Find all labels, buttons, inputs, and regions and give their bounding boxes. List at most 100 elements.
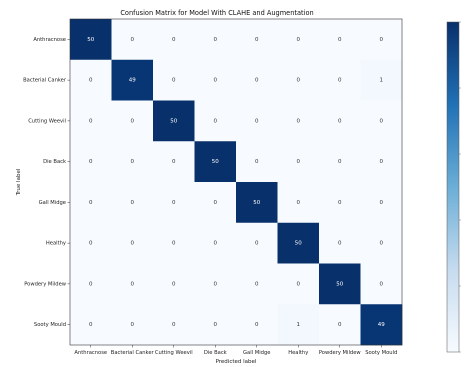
heatmap-cell xyxy=(277,19,320,61)
heatmap-cell xyxy=(360,182,403,224)
heatmap-cell-value: 0 xyxy=(380,159,384,165)
heatmap-cell-value: 0 xyxy=(380,281,384,287)
heatmap-cell xyxy=(319,141,361,183)
heatmap-cell xyxy=(236,100,278,142)
heatmap-cell-value: 0 xyxy=(214,322,218,328)
heatmap-cell-value: 0 xyxy=(297,37,301,43)
heatmap-cell-value: 0 xyxy=(89,159,93,165)
heatmap-cell xyxy=(319,182,361,224)
y-tick-label: Die Back xyxy=(43,159,66,165)
heatmap-cell xyxy=(70,222,112,264)
heatmap-cell xyxy=(70,141,112,183)
plot-frame xyxy=(69,18,403,346)
heatmap-cell-labels: 50 0 0 0 0 0 0 0 0 49 0 0 0 0 0 1 0 0 50 0 0 0 0 0 0 0 0 50 0 0 0 0 0 0 0 0… xyxy=(87,37,385,328)
heatmap-cell xyxy=(236,222,278,264)
heatmap-cell-value: 0 xyxy=(338,37,342,43)
heatmap-cell-value: 0 xyxy=(172,200,176,206)
heatmap-cell-value: 0 xyxy=(131,200,135,206)
heatmap-cell-value: 0 xyxy=(131,37,135,43)
heatmap-cell-value: 0 xyxy=(172,322,176,328)
x-tick-labels: Anthracnose Bacterial Canker Cutting Weevi… xyxy=(74,345,397,356)
heatmap-cell-value: 0 xyxy=(214,241,218,247)
heatmap-cell-value: 0 xyxy=(255,78,259,84)
heatmap-cell-value: 1 xyxy=(297,322,301,328)
heatmap-cell xyxy=(277,304,320,346)
heatmap-cell xyxy=(236,59,278,101)
heatmap-cell xyxy=(236,304,278,346)
colorbar xyxy=(446,21,460,353)
heatmap-cell-value: 0 xyxy=(131,281,135,287)
colorbar-ticks xyxy=(459,21,461,353)
heatmap-cell-value: 0 xyxy=(214,200,218,206)
heatmap-cell-value: 0 xyxy=(89,241,93,247)
heatmap-cell-value: 0 xyxy=(89,200,93,206)
x-tick-label: Cutting Weevil xyxy=(155,350,193,356)
heatmap-cell xyxy=(153,182,195,224)
x-tick-label: Bacterial Canker xyxy=(111,350,155,356)
x-tick-label: Gall Midge xyxy=(243,350,270,356)
heatmap-cell-value: 50 xyxy=(336,281,343,287)
heatmap-cell xyxy=(111,263,154,305)
heatmap-cell xyxy=(111,59,154,101)
heatmap-cell-value: 0 xyxy=(131,159,135,165)
x-axis-label: Predicted label xyxy=(216,359,257,365)
heatmap-cell xyxy=(153,141,195,183)
x-tick-label: Die Back xyxy=(204,350,227,356)
heatmap-cell-value: 0 xyxy=(297,159,301,165)
heatmap-cell xyxy=(153,19,195,61)
heatmap-cell-value: 49 xyxy=(378,322,385,328)
x-tick-label: Powdery Mildew xyxy=(319,350,362,356)
heatmap-cell-value: 0 xyxy=(131,322,135,328)
heatmap-cell-value: 0 xyxy=(89,322,93,328)
heatmap-cell-value: 0 xyxy=(255,37,259,43)
heatmap-cell xyxy=(70,59,112,101)
heatmap-cell xyxy=(153,304,195,346)
heatmap-cell xyxy=(153,59,195,101)
heatmap-cell-value: 0 xyxy=(214,78,218,84)
heatmap-cell xyxy=(70,19,112,61)
heatmap-cell-value: 0 xyxy=(338,118,342,124)
heatmap-cell-value: 1 xyxy=(380,78,384,84)
heatmap-cell xyxy=(277,100,320,142)
heatmap-cell xyxy=(194,100,237,142)
heatmap-cell xyxy=(319,19,361,61)
heatmap-cell xyxy=(194,304,237,346)
heatmap-cell-value: 50 xyxy=(212,159,219,165)
heatmap-cell xyxy=(277,141,320,183)
heatmap-cell xyxy=(153,100,195,142)
heatmap-cell-value: 0 xyxy=(255,159,259,165)
heatmap-cell-value: 0 xyxy=(338,241,342,247)
heatmap-cell xyxy=(277,59,320,101)
heatmap-cell xyxy=(277,182,320,224)
heatmap-cell xyxy=(111,222,154,264)
heatmap-cell-value: 0 xyxy=(214,37,218,43)
heatmap-cell xyxy=(111,304,154,346)
heatmap-cell-value: 0 xyxy=(297,281,301,287)
heatmap-cell-value: 0 xyxy=(297,200,301,206)
heatmap-cell xyxy=(360,100,403,142)
heatmap-cell xyxy=(111,100,154,142)
heatmap-cell-value: 0 xyxy=(338,322,342,328)
heatmap-cell xyxy=(360,141,403,183)
y-axis-label: True label xyxy=(16,168,22,196)
heatmap-cell xyxy=(319,100,361,142)
y-tick-label: Sooty Mould xyxy=(34,322,66,328)
heatmap-cell xyxy=(70,182,112,224)
heatmap-cell xyxy=(319,222,361,264)
heatmap-cell-value: 0 xyxy=(380,37,384,43)
y-tick-label: Powdery Mildew xyxy=(24,281,67,287)
heatmap-cell-value: 0 xyxy=(214,118,218,124)
y-tick-label: Bacterial Canker xyxy=(23,78,67,84)
heatmap-cell xyxy=(319,304,361,346)
heatmap-cell-value: 0 xyxy=(255,241,259,247)
y-tick-labels: Anthracnose Bacterial Canker Cutting Weevi… xyxy=(23,37,70,328)
heatmap-cell-value: 0 xyxy=(255,118,259,124)
heatmap-cell-value: 0 xyxy=(89,281,93,287)
heatmap-cell xyxy=(277,222,320,264)
heatmap-cell xyxy=(70,263,112,305)
heatmap-cell xyxy=(236,182,278,224)
heatmap-cell xyxy=(194,182,237,224)
heatmap-cell xyxy=(277,263,320,305)
